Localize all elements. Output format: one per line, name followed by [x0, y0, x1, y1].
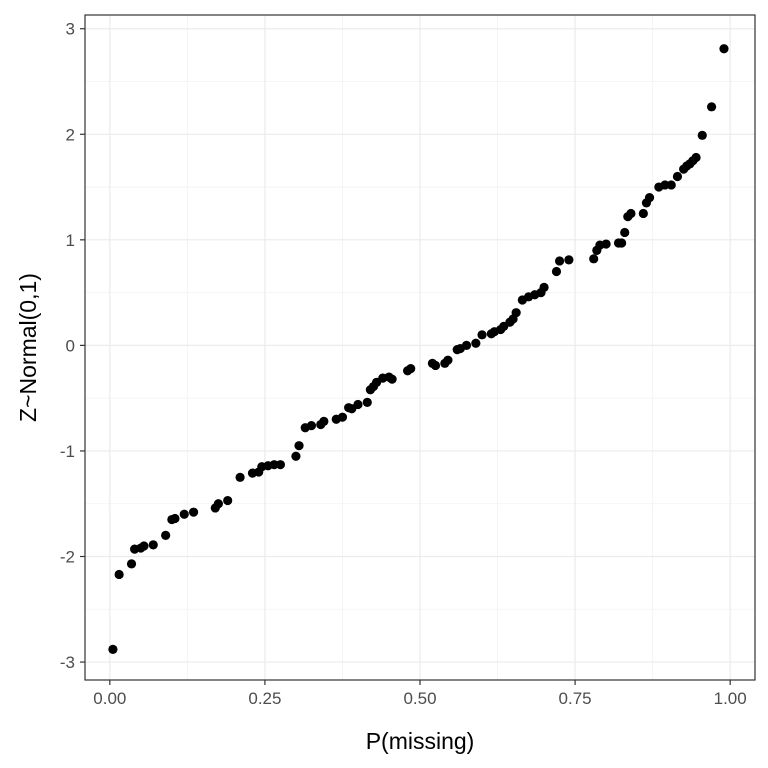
data-point: [114, 569, 124, 580]
y-tick-label: 1: [66, 231, 75, 250]
data-point: [213, 499, 223, 509]
data-point: [406, 364, 416, 374]
data-point: [666, 180, 676, 190]
data-point: [170, 513, 180, 524]
data-point: [511, 308, 521, 318]
data-point: [539, 282, 549, 292]
data-point: [443, 355, 453, 365]
y-tick-label: -2: [60, 548, 75, 567]
y-axis-ticks: -3 -2 -1 0 1 2 3: [60, 20, 85, 672]
data-point: [188, 507, 199, 517]
y-axis-title: Z~Normal(0,1): [15, 273, 41, 422]
x-tick-label: 1.00: [714, 689, 747, 708]
data-point: [554, 256, 565, 266]
data-point: [275, 460, 286, 470]
data-point: [430, 360, 441, 371]
data-point: [697, 130, 707, 140]
data-point: [337, 412, 348, 422]
x-tick-label: 0.50: [403, 689, 436, 708]
data-point: [551, 266, 562, 277]
x-tick-label: 0.00: [93, 689, 126, 708]
x-tick-label: 0.75: [559, 689, 592, 708]
data-point: [294, 441, 304, 451]
data-point: [179, 509, 189, 519]
data-points: [108, 44, 729, 654]
x-axis-ticks: 0.00 0.25 0.50 0.75 1.00: [93, 680, 747, 708]
data-point: [620, 227, 630, 238]
data-point: [319, 416, 329, 426]
data-point: [719, 44, 729, 54]
data-point: [638, 208, 648, 219]
data-point: [353, 399, 363, 410]
data-point: [362, 397, 372, 407]
y-tick-label: 0: [66, 336, 75, 355]
data-point: [223, 495, 233, 506]
data-point: [691, 152, 701, 163]
data-point: [108, 644, 118, 654]
x-tick-label: 0.25: [248, 689, 281, 708]
data-point: [626, 208, 636, 219]
data-point: [564, 255, 574, 265]
data-point: [387, 374, 397, 384]
data-point: [126, 559, 137, 569]
data-point: [477, 330, 487, 340]
y-tick-label: 2: [66, 125, 75, 144]
data-point: [706, 102, 717, 112]
data-point: [291, 451, 301, 461]
x-axis-title: P(missing): [366, 728, 475, 754]
data-point: [148, 540, 158, 550]
data-point: [461, 340, 472, 350]
data-point: [617, 238, 627, 248]
y-tick-label: 3: [66, 20, 75, 39]
grid-major: [85, 15, 755, 680]
data-point: [139, 541, 149, 551]
y-tick-label: -1: [60, 442, 75, 461]
data-point: [601, 239, 611, 249]
data-point: [644, 193, 655, 203]
y-tick-label: -3: [60, 653, 75, 672]
data-point: [589, 254, 599, 264]
data-point: [306, 421, 317, 431]
data-point: [235, 472, 245, 482]
data-point: [672, 171, 683, 182]
data-point: [161, 530, 171, 540]
data-point: [471, 338, 481, 348]
